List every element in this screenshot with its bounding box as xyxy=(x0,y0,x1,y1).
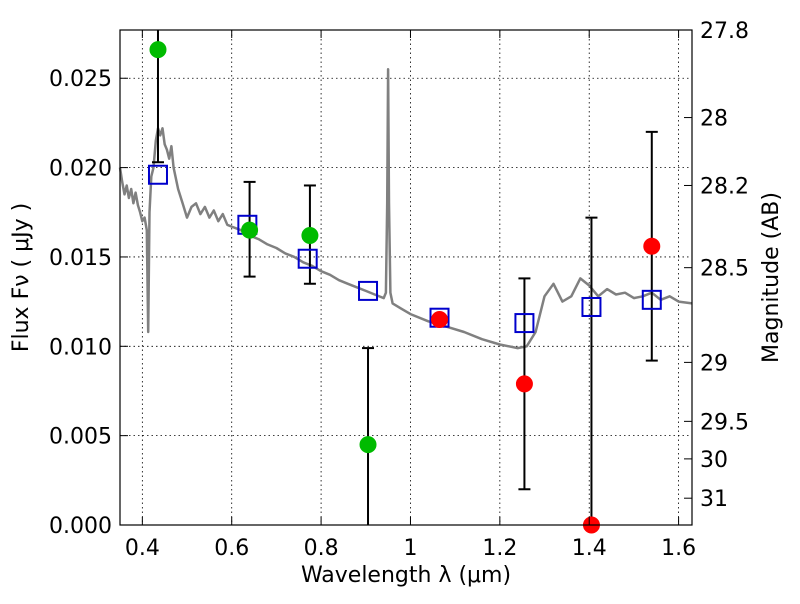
x-axis-ticks: 0.4 0.6 0.8 1 1.2 1.4 1.6 xyxy=(125,30,696,561)
y2-tick-label: 29 xyxy=(700,351,728,376)
grid-lines xyxy=(120,30,692,526)
x-tick-label: 0.8 xyxy=(304,536,339,561)
open-square-point xyxy=(358,280,379,301)
model-spectrum-line xyxy=(118,68,693,350)
y2-tick-label: 28 xyxy=(700,107,728,132)
y-axis-ticks: 0.000 0.005 0.010 0.015 0.020 0.025 xyxy=(49,67,128,539)
x-tick-label: 1.6 xyxy=(661,536,696,561)
y2-tick-label: 28.2 xyxy=(700,174,749,199)
open-square-point xyxy=(297,248,318,269)
y2-tick-label: 28.5 xyxy=(700,257,749,282)
x-axis-label: Wavelength λ (μm) xyxy=(301,563,511,588)
y2-tick-label: 31 xyxy=(700,487,728,512)
y2-axis-label: Magnitude (AB) xyxy=(759,192,784,363)
y-tick-label: 0.020 xyxy=(49,157,112,182)
y2-tick-label: 27.8 xyxy=(700,19,749,44)
y-tick-label: 0.025 xyxy=(49,67,112,92)
filled-circle-point xyxy=(643,237,661,255)
open-square-point xyxy=(641,289,662,310)
x-tick-label: 0.4 xyxy=(125,536,160,561)
y-tick-label: 0.005 xyxy=(49,425,112,450)
filled-circle-point xyxy=(241,221,259,239)
filled-circle-point xyxy=(301,227,319,245)
open-square-point xyxy=(147,164,168,185)
filled-circle-point xyxy=(515,375,533,393)
filled-circle-point xyxy=(359,436,377,454)
open-square-point xyxy=(581,296,602,317)
y2-tick-label: 29.5 xyxy=(700,410,749,435)
x-tick-label: 1.4 xyxy=(572,536,607,561)
error-bars xyxy=(151,30,658,525)
x-tick-label: 1 xyxy=(403,536,417,561)
y2-tick-label: 30 xyxy=(700,448,728,473)
open-square-point xyxy=(514,313,535,334)
plot-frame xyxy=(119,29,693,526)
x-tick-label: 1.2 xyxy=(482,536,517,561)
y-tick-label: 0.000 xyxy=(49,514,112,539)
filled-circle-point xyxy=(431,310,449,328)
y-tick-label: 0.010 xyxy=(49,335,112,360)
filled-circle-point xyxy=(149,41,167,59)
y-tick-label: 0.015 xyxy=(49,246,112,271)
y2-axis-ticks: 27.8 28 28.2 28.5 29 29.5 30 31 xyxy=(684,19,749,512)
y-axis-label: Flux Fν ( μJy ) xyxy=(9,203,34,352)
x-tick-label: 0.6 xyxy=(214,536,249,561)
model-spectrum xyxy=(118,68,693,350)
data-markers xyxy=(147,41,662,534)
